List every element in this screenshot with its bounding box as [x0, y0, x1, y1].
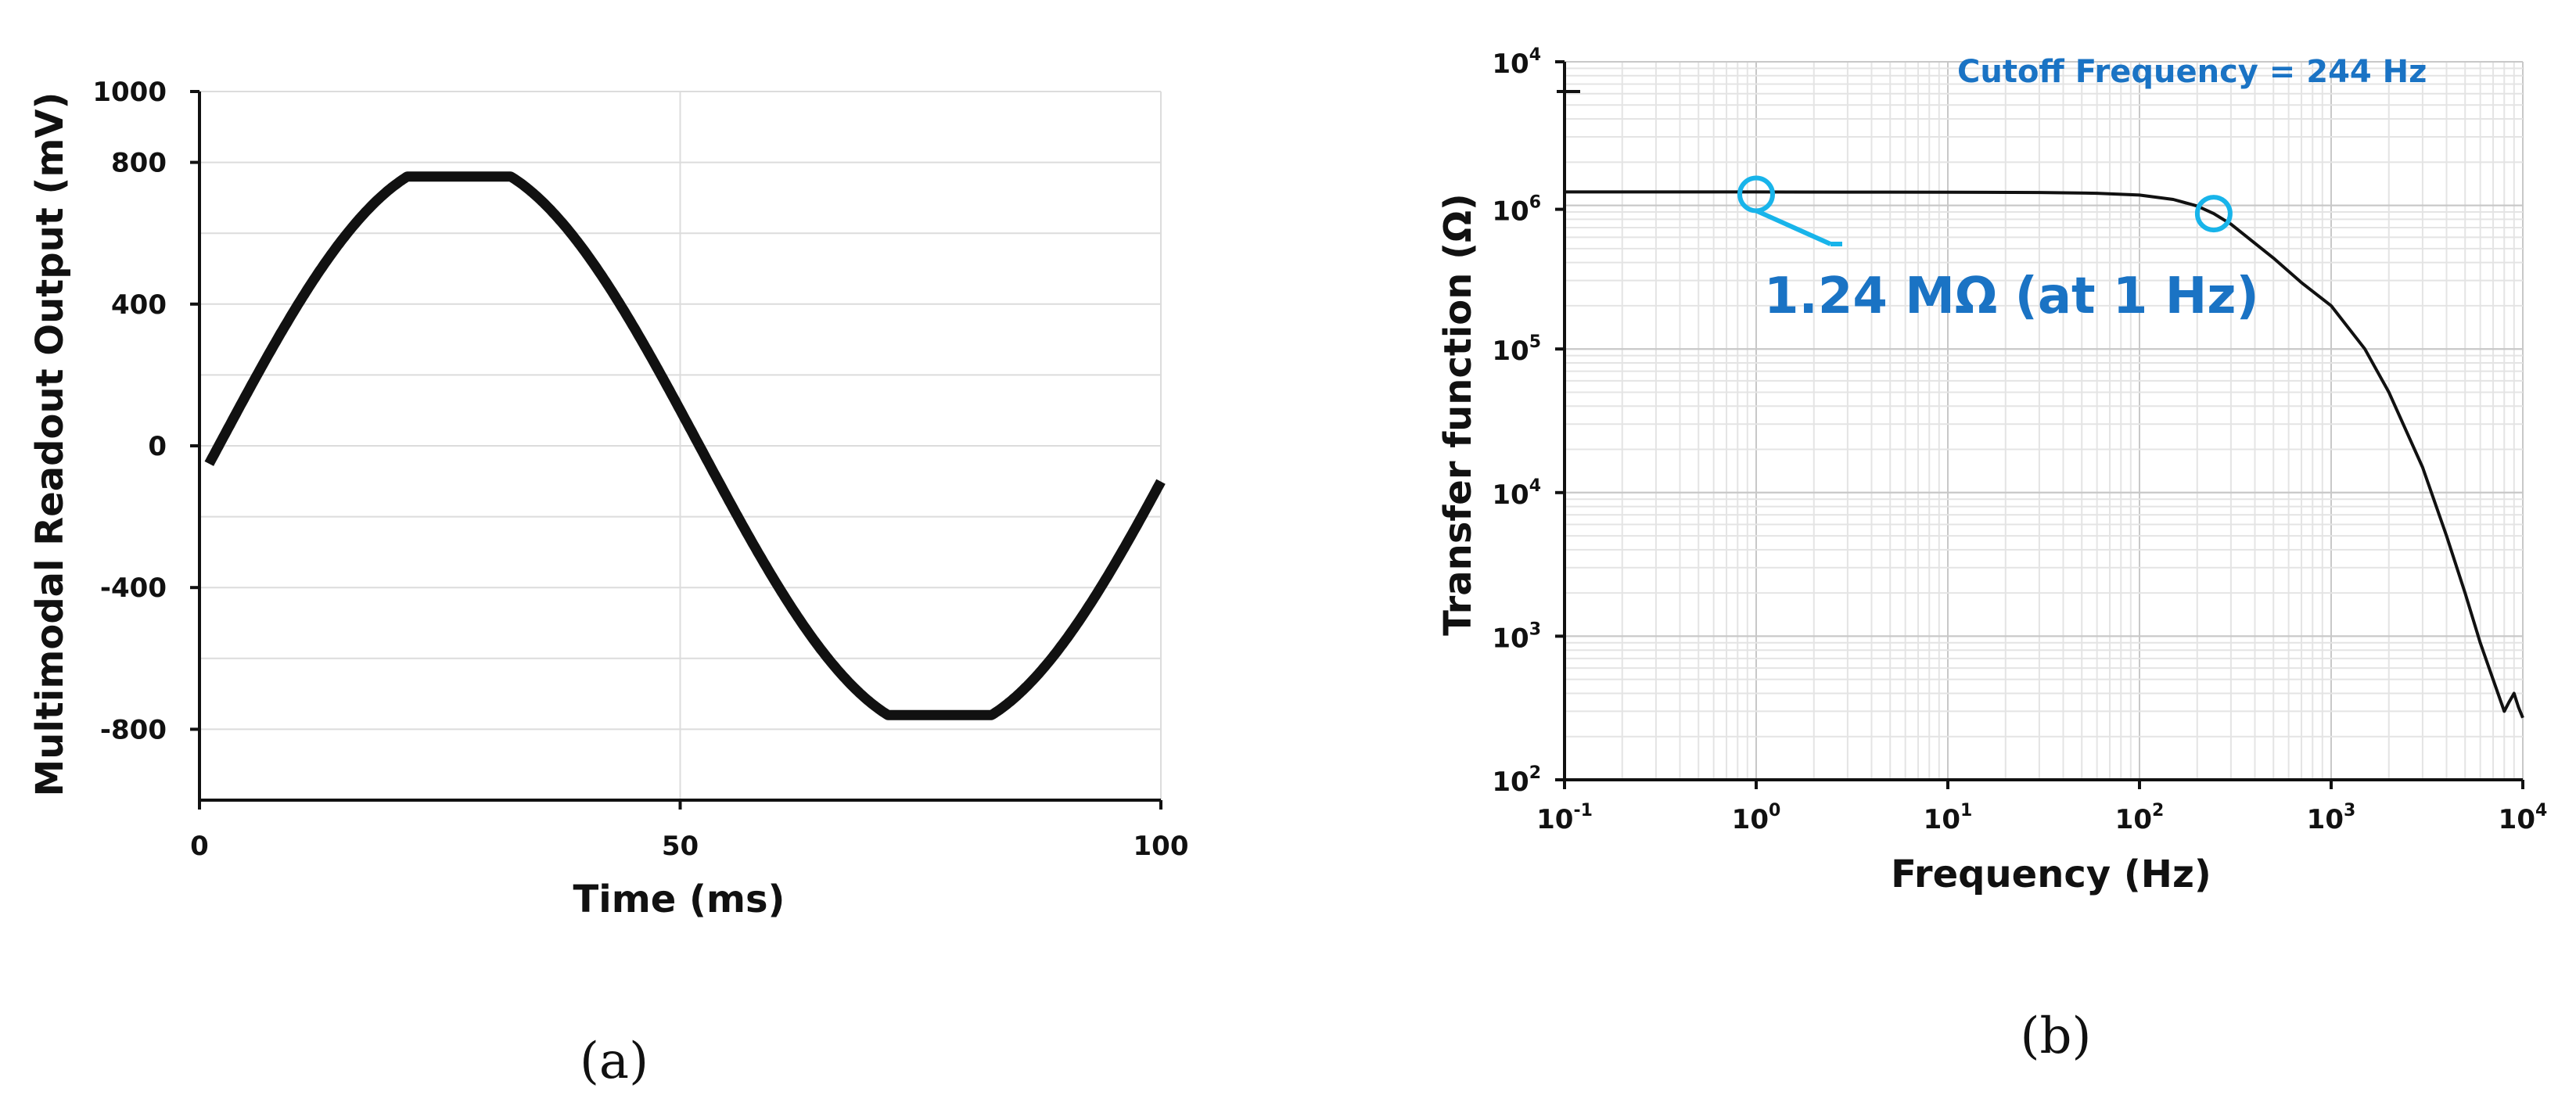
y-tick-label: 105: [1492, 332, 1541, 367]
x-tick-label-base: 10: [1924, 804, 1960, 835]
x-tick-label: 50: [662, 831, 699, 862]
y-tick-label-base: 10: [1492, 48, 1529, 80]
y-axis-title-a: Multimodal Readout Output (mV): [28, 92, 72, 797]
readout-series-line: [204, 171, 1166, 720]
y-tick-label: 800: [111, 148, 167, 179]
cutoff-annotation: Cutoff Frequency = 244 Hz: [1957, 54, 2427, 90]
y-tick-label: 0: [148, 431, 167, 462]
x-tick-label-exponent: 4: [2535, 801, 2547, 820]
x-tick-label: 103: [2307, 801, 2356, 835]
x-axis-title-a: Time (ms): [573, 878, 785, 921]
y-tick-label: 104: [1492, 45, 1541, 80]
y-tick-label-exponent: 2: [1529, 763, 1541, 783]
panel-label-a: (a): [580, 1032, 648, 1090]
cutoff-marker: [2194, 195, 2233, 233]
y-tick-label-exponent: 3: [1529, 619, 1541, 639]
grid-b: [1564, 61, 2524, 781]
y-tick-label-base: 10: [1492, 196, 1529, 228]
y-tick-label-exponent: 4: [1529, 476, 1541, 496]
y-tick-label-base: 10: [1492, 767, 1529, 798]
x-tick-label-exponent: 1: [1960, 801, 1972, 820]
y-tick-label-exponent: 5: [1529, 332, 1541, 352]
y-tick-label: 103: [1492, 619, 1541, 654]
x-tick-label-exponent: -1: [1573, 801, 1592, 820]
y-tick-label: -400: [100, 573, 167, 604]
x-tick-label: 100: [1732, 801, 1781, 835]
x-tick-label-exponent: 2: [2152, 801, 2164, 820]
y-tick-label-base: 10: [1492, 623, 1529, 654]
grid-a: [199, 91, 1162, 801]
x-tick-label: 100: [1134, 831, 1189, 862]
series-b: [1565, 190, 2524, 719]
x-tick-label: 101: [1924, 801, 1973, 835]
y-tick-label: 400: [111, 289, 167, 321]
y-tick-label: 106: [1492, 193, 1541, 228]
y-tick-label-base: 10: [1492, 336, 1529, 367]
x-tick-label: 10-1: [1536, 801, 1593, 835]
y-tick-label-base: 10: [1492, 479, 1529, 511]
y-tick-label: 104: [1492, 476, 1541, 511]
gain-leader-line: [1755, 208, 1832, 246]
x-tick-label: 0: [190, 831, 209, 862]
gain-annotation: 1.24 MΩ (at 1 Hz): [1764, 267, 2259, 325]
y-tick-label: 1000: [92, 77, 167, 108]
x-tick-label: 104: [2499, 801, 2548, 835]
x-axis-title-b: Frequency (Hz): [1891, 853, 2211, 896]
x-tick-label-exponent: 3: [2344, 801, 2355, 820]
y-tick-label-exponent: 4: [1529, 45, 1541, 65]
transfer-function-line: [1565, 190, 2524, 719]
x-tick-label-exponent: 0: [1769, 801, 1780, 820]
annotations-b: 1.24 MΩ (at 1 Hz) Cutoff Frequency = 244…: [1737, 54, 2427, 325]
x-tick-label-base: 10: [1536, 804, 1573, 835]
ticks-a: -800 -400 0 400 800 1000 0 50 100: [92, 77, 1188, 862]
x-tick-label-base: 10: [2499, 804, 2535, 835]
x-tick-label-base: 10: [2307, 804, 2344, 835]
x-tick-label-base: 10: [2115, 804, 2152, 835]
gain-marker: [1737, 175, 1775, 214]
y-axis-title-b: Transfer function (Ω): [1436, 193, 1480, 636]
series-a: [204, 171, 1166, 720]
y-tick-label: 102: [1492, 763, 1541, 798]
x-tick-label-base: 10: [1732, 804, 1769, 835]
axes-b: [1557, 62, 2523, 781]
chart-panel-a: -800 -400 0 400 800 1000 0 50 100 Time (ms) Mult…: [28, 77, 1188, 1090]
x-tick-label: 102: [2115, 801, 2165, 835]
panel-label-b: (b): [2021, 1007, 2092, 1065]
y-tick-label-exponent: 6: [1529, 193, 1541, 213]
y-tick-label: -800: [100, 714, 167, 745]
